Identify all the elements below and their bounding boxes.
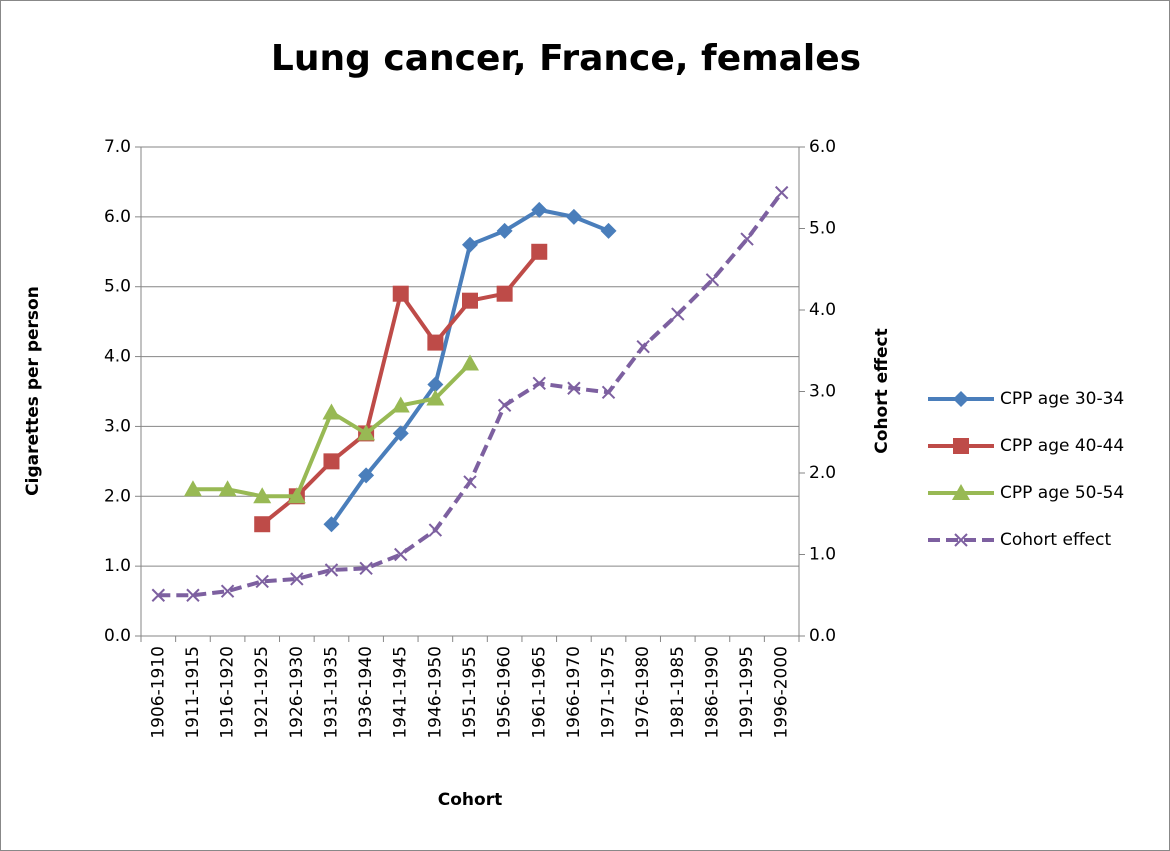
y2-tick-label: 2.0 — [809, 463, 836, 483]
marker — [428, 523, 443, 537]
x-tick-label: 1961-1965 — [529, 646, 549, 739]
y-tick-label: 3.0 — [104, 416, 131, 436]
marker — [323, 453, 340, 470]
y-tick-label: 4.0 — [104, 347, 131, 367]
marker — [497, 398, 512, 413]
marker — [496, 222, 513, 239]
x-tick-label: 1991-1995 — [737, 646, 757, 739]
legend-label: CPP age 50-54 — [1000, 483, 1124, 503]
marker — [531, 201, 548, 218]
marker — [358, 467, 375, 484]
x-tick-label: 1986-1990 — [702, 646, 722, 739]
marker — [392, 285, 409, 302]
x-tick-label: 1981-1985 — [668, 646, 688, 739]
y2-tick-label: 6.0 — [809, 137, 836, 157]
marker — [496, 285, 513, 302]
y-tick-label: 2.0 — [104, 486, 131, 506]
x-tick-label: 1916-1920 — [218, 646, 238, 739]
y-tick-label: 7.0 — [104, 137, 131, 157]
marker — [324, 563, 339, 577]
marker — [636, 339, 650, 354]
x-tick-label: 1906-1910 — [148, 646, 168, 739]
legend-label: CPP age 30-34 — [1000, 389, 1124, 409]
marker — [601, 385, 616, 400]
legend-marker — [952, 484, 970, 500]
legend-marker — [953, 391, 969, 407]
marker — [253, 487, 272, 504]
marker — [567, 381, 581, 395]
x-tick-label: 1946-1950 — [425, 646, 445, 739]
marker — [151, 588, 166, 602]
x-tick-label: 1966-1970 — [564, 646, 584, 739]
marker — [183, 480, 202, 497]
x-tick-label: 1936-1940 — [356, 646, 376, 739]
marker — [774, 185, 789, 200]
x-tick-label: 1926-1930 — [287, 646, 307, 739]
marker — [740, 232, 754, 246]
y-tick-label: 1.0 — [104, 556, 131, 576]
marker — [532, 376, 546, 391]
y-axis-title: Cigarettes per person — [23, 286, 43, 496]
x-tick-label: 1941-1945 — [391, 646, 411, 739]
x-axis-title: Cohort — [438, 790, 502, 810]
y2-tick-label: 1.0 — [809, 545, 836, 565]
legend-marker — [953, 438, 969, 454]
marker — [600, 222, 617, 239]
x-tick-label: 1956-1960 — [495, 646, 515, 739]
marker — [391, 396, 410, 413]
marker — [323, 516, 340, 533]
x-tick-label: 1996-2000 — [772, 646, 792, 739]
legend-label: CPP age 40-44 — [1000, 436, 1124, 456]
y2-axis-title: Cohort effect — [872, 328, 892, 453]
marker — [290, 572, 304, 586]
marker — [462, 236, 478, 253]
legend-marker — [954, 533, 968, 547]
marker — [462, 292, 478, 309]
marker — [427, 334, 444, 351]
marker — [426, 389, 445, 406]
marker — [322, 403, 341, 420]
x-tick-label: 1911-1915 — [183, 646, 203, 739]
marker — [461, 354, 479, 371]
marker — [220, 584, 235, 598]
marker — [394, 547, 408, 562]
marker — [359, 561, 373, 576]
marker — [463, 475, 477, 489]
marker — [392, 425, 409, 442]
marker — [531, 243, 548, 260]
y2-tick-label: 5.0 — [809, 219, 836, 239]
y-tick-label: 6.0 — [104, 207, 131, 227]
marker — [705, 273, 720, 287]
y2-tick-label: 4.0 — [809, 300, 836, 320]
chart-title: Lung cancer, France, females — [271, 38, 861, 79]
y-tick-label: 5.0 — [104, 277, 131, 297]
y-tick-label: 0.0 — [104, 626, 131, 646]
marker — [671, 307, 685, 321]
marker — [565, 208, 582, 225]
marker — [255, 574, 269, 589]
marker — [186, 588, 200, 602]
marker — [218, 480, 237, 497]
x-tick-label: 1951-1955 — [460, 646, 480, 739]
x-tick-label: 1971-1975 — [599, 646, 619, 739]
x-tick-label: 1976-1980 — [633, 646, 653, 739]
marker — [427, 376, 444, 393]
x-tick-label: 1921-1925 — [252, 646, 272, 739]
y2-tick-label: 0.0 — [809, 626, 836, 646]
marker — [254, 516, 271, 533]
marker — [287, 487, 306, 504]
x-tick-label: 1931-1935 — [321, 646, 341, 739]
marker — [357, 424, 376, 441]
legend-label: Cohort effect — [1000, 530, 1111, 550]
y2-tick-label: 3.0 — [809, 382, 836, 402]
